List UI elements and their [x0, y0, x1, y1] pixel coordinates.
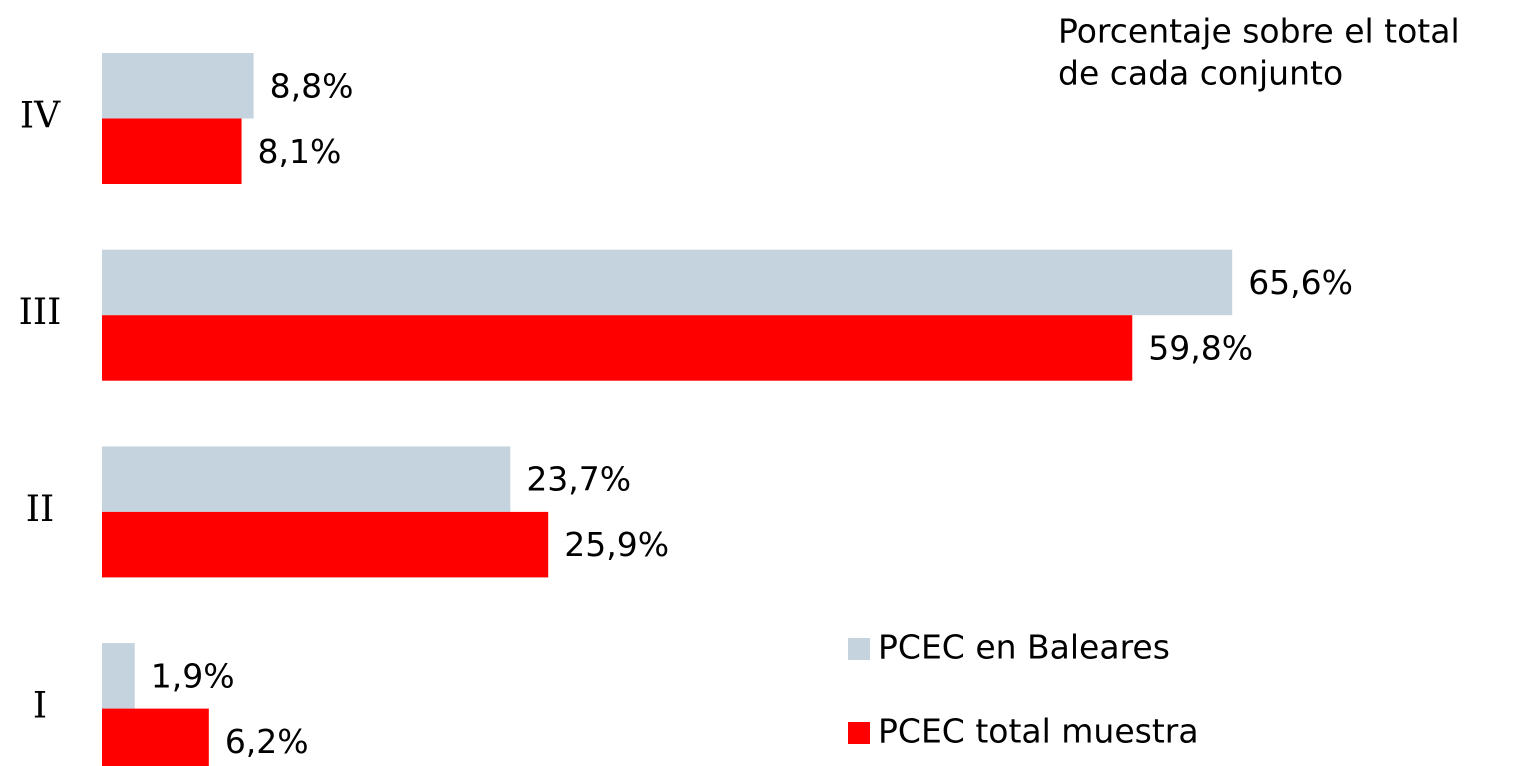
y-tick-label: IV — [20, 96, 61, 137]
bar — [102, 249, 1233, 316]
bar — [102, 315, 1133, 381]
data-label: 59,8% — [1148, 328, 1253, 367]
legend-label: PCEC total muestra — [878, 712, 1199, 751]
data-label: 8,1% — [258, 132, 342, 171]
legend-label: PCEC en Baleares — [878, 628, 1170, 667]
data-label: 6,2% — [225, 722, 309, 761]
legend-swatch — [848, 638, 870, 660]
bar — [102, 643, 135, 709]
y-tick-label: I — [33, 686, 47, 727]
chart-title: de cada conjunto — [1058, 54, 1343, 93]
legend-swatch — [848, 722, 870, 744]
bar — [102, 708, 209, 766]
bar — [102, 118, 242, 184]
bar — [102, 53, 254, 119]
y-tick-label: II — [26, 489, 54, 530]
y-tick-label: III — [19, 292, 62, 333]
chart-title: Porcentaje sobre el total — [1058, 12, 1460, 51]
data-label: 25,9% — [564, 525, 669, 564]
data-label: 1,9% — [151, 656, 235, 695]
bar — [102, 511, 549, 578]
data-label: 23,7% — [526, 460, 631, 499]
data-label: 8,8% — [270, 66, 354, 105]
data-label: 65,6% — [1248, 263, 1353, 302]
bar — [102, 446, 511, 512]
